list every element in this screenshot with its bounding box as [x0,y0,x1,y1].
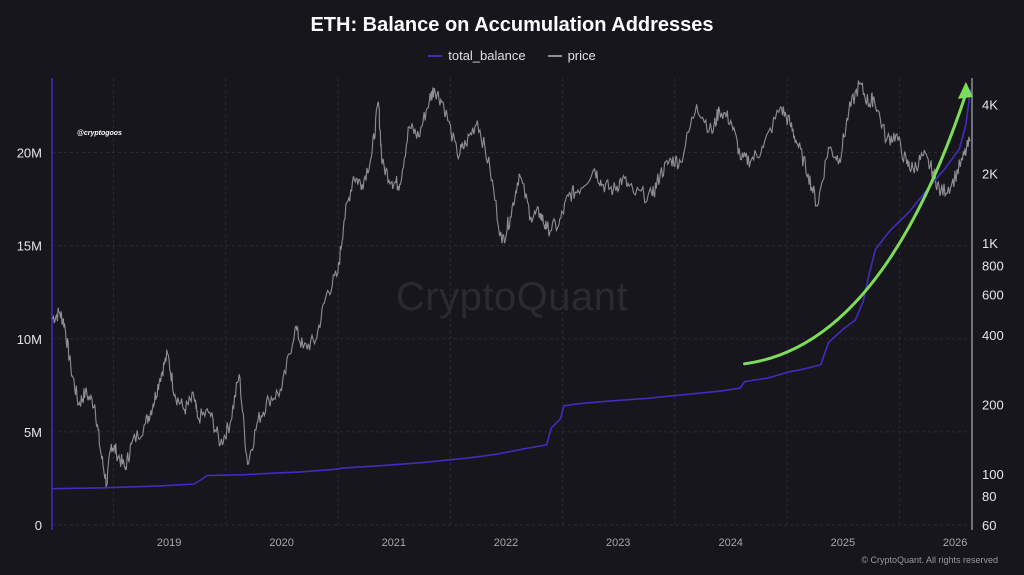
x-tick-label: 2023 [606,537,630,549]
y-right-tick-label: 200 [982,397,1004,412]
legend-label-total-balance: total_balance [448,48,526,63]
legend-swatch-total-balance [428,54,443,57]
series-line-price [51,80,971,488]
legend-label-price: price [567,48,596,63]
y-left-tick-label: 15M [17,239,42,254]
chart-title: ETH: Balance on Accumulation Addresses [310,14,714,36]
legend: total_balance price [0,48,1024,63]
trend-arrow-shaft [743,92,968,366]
x-tick-label: 2021 [382,537,406,549]
y-right-tick-label: 60 [982,518,996,533]
x-tick-label: 2022 [494,537,518,549]
series-line-total-balance [51,89,972,490]
legend-swatch-price [547,54,562,57]
y-left-tick-label: 5M [24,425,42,440]
y-right-tick-label: 400 [982,328,1004,343]
x-tick-label: 2026 [943,537,967,549]
y-right-tick-label: 80 [982,489,996,504]
y-right-tick-label: 800 [982,259,1004,274]
x-tick-label: 2019 [157,537,181,549]
y-left-tick-label: 0 [35,518,42,533]
y-right-tick-label: 1K [982,236,998,251]
y-right-tick-label: 600 [982,287,1004,302]
y-right-tick-label: 4K [982,97,998,112]
watermark: CryptoQuant [395,275,629,319]
legend-item-price[interactable]: price [547,48,596,63]
legend-item-total-balance[interactable]: total_balance [428,48,526,63]
y-left-tick-label: 10M [17,332,42,347]
trend-arrow-head [957,81,973,99]
y-left-tick-label: 20M [17,146,42,161]
y-right-tick-label: 2K [982,167,998,182]
copyright-footer: © CryptoQuant. All rights reserved [861,555,998,565]
x-tick-label: 2024 [718,537,742,549]
y-right-tick-label: 100 [982,467,1004,482]
author-handle: @cryptogoos [77,130,122,137]
x-tick-label: 2020 [269,537,293,549]
x-tick-label: 2025 [831,537,855,549]
